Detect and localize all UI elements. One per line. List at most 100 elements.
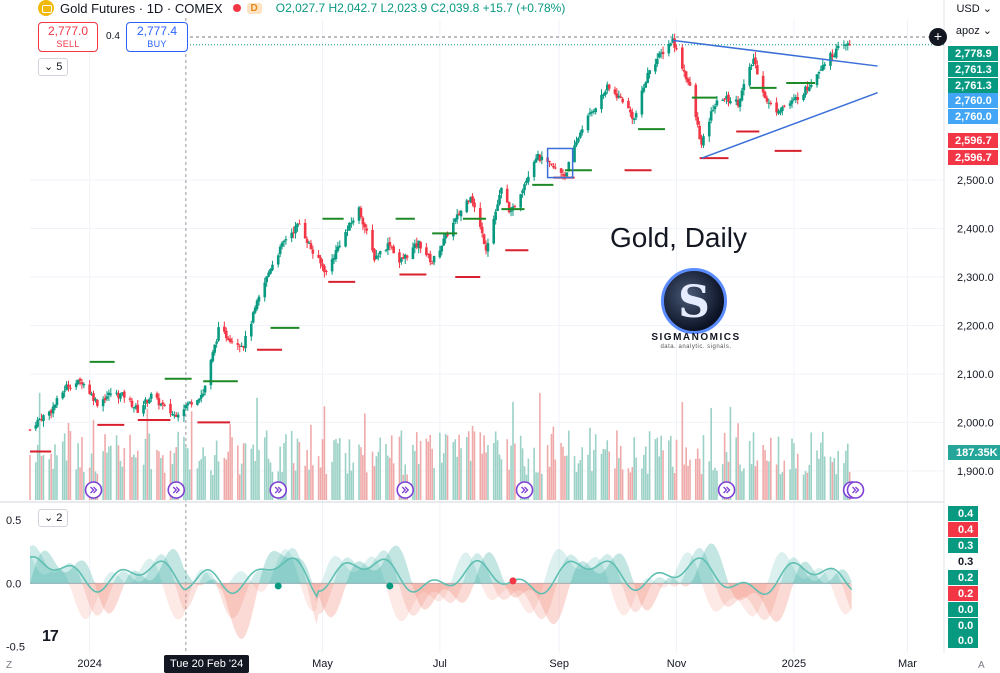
price-label-box [948,109,998,124]
candle-body [307,242,311,244]
symbol-title[interactable]: Gold Futures · 1D · COMEX [60,0,223,16]
candle-body [101,399,105,407]
volume-bar [67,422,70,500]
candle-body [76,379,80,385]
candle-body [619,96,623,98]
add-plus-icon[interactable]: + [929,28,947,46]
volume-bar [635,457,637,500]
user-name: apoz [955,25,980,37]
volume-bar [444,434,447,500]
candle-body [215,341,218,344]
candle-body [92,393,95,401]
volume-bar [721,464,724,500]
trendline[interactable] [672,39,878,67]
candle-body [769,102,773,104]
logo-letter: S [678,277,710,328]
candle-body [823,64,826,67]
candle-body [575,141,578,146]
volume-bar [702,434,705,500]
volume-bar [479,432,482,500]
volume-bar [527,458,530,500]
volume-bar [633,437,636,500]
volume-bar [700,474,703,500]
candle-body [698,125,701,140]
volume-bar [169,450,172,500]
volume-bar [346,473,349,500]
volume-bar [229,424,231,500]
candle-body [265,276,268,283]
user-menu[interactable]: apoz ⌄ [956,24,992,37]
volume-bar [560,442,562,500]
volume-bar [460,448,462,500]
volume-bar [212,474,214,500]
candle-body [440,245,444,252]
sell-button[interactable]: 2,777.0 SELL [38,22,98,52]
volume-bar [683,464,686,500]
volume-bar [729,406,732,500]
buy-button[interactable]: 2,777.4 BUY [126,22,188,52]
currency-select[interactable]: USD ⌄ [956,2,992,15]
volume-bar [325,473,328,500]
volume-bar [265,430,268,500]
volume-bar [186,448,189,500]
volume-bar [156,449,158,500]
volume-bar [660,435,662,500]
candle-body [188,401,192,403]
volume-bar [131,456,133,500]
candle-body [727,94,730,102]
oscillator-collapse-button[interactable]: ⌄ 2 [38,509,69,527]
volume-bar [510,445,512,500]
candle-body [303,222,307,239]
volume-bar [741,471,743,500]
indicators-collapse-button[interactable]: ⌄ 5 [38,58,69,76]
candle-body [309,243,313,250]
candle-body [500,187,503,194]
candle-body [398,252,401,263]
candle-body [486,243,490,252]
volume-bar [446,435,449,500]
candle-body [792,98,796,100]
candle-body [49,410,53,414]
y-tick-label: 2,400.0 [957,223,994,235]
candle-body [844,44,848,46]
corner-right-label[interactable]: A [978,660,985,671]
volume-bar [791,438,793,500]
volume-bar [294,470,297,500]
corner-left-label[interactable]: Z [6,660,13,671]
osc-pivot-dot [386,582,394,590]
volume-bar [142,464,145,500]
volume-bar [365,472,368,500]
volume-bar [115,435,118,500]
osc-label-box [948,570,978,585]
candle-body [767,102,771,104]
candle-body [806,86,809,90]
price-label: 2,761.3 [955,80,992,92]
candle-body [634,113,638,118]
volume-bar [764,450,766,500]
buy-label: BUY [147,39,167,49]
volume-bar [496,440,499,500]
volume-bar [656,437,659,500]
candle-body [190,402,193,405]
candle-body [296,223,299,227]
volume-bar [150,469,153,500]
trendline[interactable] [701,92,878,159]
market-status-icon [232,4,241,12]
status-badge[interactable]: D [246,2,262,14]
candle-body [298,223,301,225]
candle-body [688,82,692,86]
candle-body [761,75,765,93]
volume-bar [779,474,782,500]
candle-body [750,65,753,67]
candle-body [371,229,374,251]
candle-body [132,407,136,409]
candle-body [552,165,555,168]
volume-bar [506,439,509,500]
volume-bar [69,430,72,500]
ohlc-readout: O2,027.7 H2,042.7 L2,023.9 C2,039.8 +15.… [275,1,566,15]
volume-bar [119,460,122,500]
volume-bar [643,454,645,500]
volume-bar [696,448,699,500]
osc-negative-area [30,583,852,625]
